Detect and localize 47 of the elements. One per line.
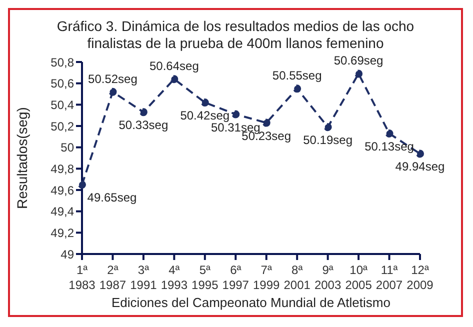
- data-label: 49.65seg: [87, 190, 137, 205]
- y-tick-label: 50,2: [50, 119, 74, 134]
- chart-title: Gráfico 3. Dinámica de los resultados medios de las ocho finalistas de la prueba de 400m llanos femenino: [56, 17, 416, 52]
- point: [354, 70, 363, 78]
- y-tick-label: 50,6: [50, 76, 74, 91]
- y-tick-label: 49: [60, 247, 74, 262]
- x-tick-label: 7ª 1999: [253, 263, 280, 292]
- y-tick-label: 50,4: [50, 98, 74, 112]
- x-tick-label: 2ª 1987: [99, 263, 126, 292]
- point: [416, 150, 424, 158]
- x-tick-label: 12ª 2009: [406, 263, 434, 292]
- point: [139, 108, 148, 116]
- x-tick-label: 8ª 2001: [284, 263, 311, 292]
- data-label: 50.42seg: [180, 108, 230, 123]
- data-label: 50.55seg: [272, 68, 322, 83]
- point: [78, 180, 86, 189]
- y-tick-label: 49,8: [50, 162, 74, 176]
- point: [170, 75, 178, 84]
- point: [232, 110, 240, 118]
- y-tick-label: 49,2: [50, 226, 74, 240]
- x-tick-label: 5ª 1995: [192, 263, 219, 292]
- data-label: 50.13seg: [364, 139, 414, 154]
- data-label: 50.52seg: [88, 72, 138, 86]
- y-axis-title: Resultados(seg): [14, 107, 30, 209]
- data-label: 50.64seg: [149, 59, 199, 74]
- x-tick-label: 1ª 1983: [68, 263, 96, 292]
- x-axis-title: Ediciones del Campeonato Mundial de Atletismo: [112, 295, 390, 310]
- x-tick-label: 9ª 2003: [314, 263, 342, 292]
- y-tick-label: 49,6: [50, 183, 74, 198]
- point: [262, 118, 270, 127]
- point: [324, 123, 332, 132]
- point: [108, 88, 117, 96]
- x-tick-label: 11ª 2007: [376, 263, 403, 292]
- y-tick-label: 49,4: [50, 204, 74, 219]
- data-label: 50.69seg: [334, 54, 384, 68]
- y-tick-label: 50: [60, 140, 74, 155]
- x-tick-label: 10ª 2005: [345, 263, 372, 292]
- x-tick-label: 6ª 1997: [222, 263, 250, 292]
- y-tick-label: 50,8: [50, 55, 74, 70]
- data-label: 50.19seg: [303, 133, 353, 148]
- data-label: 49.94seg: [395, 160, 445, 174]
- x-tick-label: 4ª 1993: [160, 263, 188, 292]
- point: [385, 129, 394, 138]
- point: [293, 84, 302, 93]
- point: [200, 98, 209, 107]
- data-label: 50.33seg: [118, 118, 168, 132]
- x-tick-label: 3ª 1991: [130, 263, 158, 292]
